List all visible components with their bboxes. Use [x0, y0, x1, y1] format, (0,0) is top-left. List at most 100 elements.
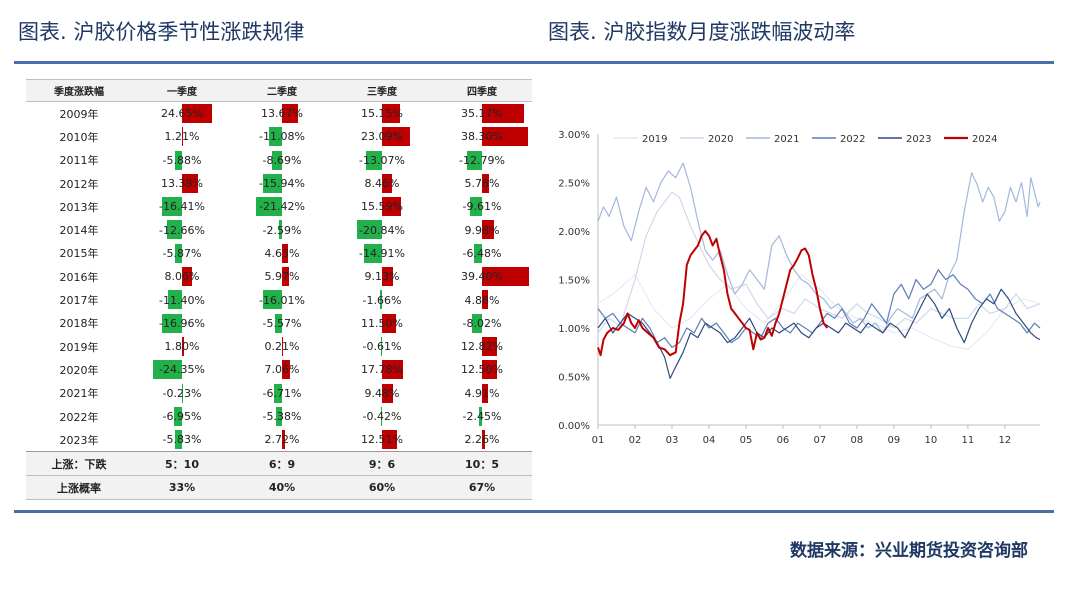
positive-bar: [482, 104, 525, 123]
quarter-cell: 12.51%: [332, 428, 432, 452]
positive-bar: [482, 383, 488, 403]
x-tick-label: 05: [740, 435, 753, 446]
table-row: 2011年 -5.88% -8.69% -13.07% -12.79%: [26, 149, 532, 172]
series-line-2020: [597, 191, 1041, 334]
quarter-value: -11.40%: [159, 293, 205, 307]
legend-label: 2021: [774, 134, 799, 145]
seasonal-table: 季度涨跌幅 一季度 二季度 三季度 四季度 2009年 24.65% 13.67% 1…: [26, 79, 532, 501]
summary-label: 上涨：下跌: [26, 451, 132, 476]
y-tick-label: 0.00%: [558, 421, 590, 432]
quarter-value: -2.59%: [262, 223, 302, 237]
negative-bar: [479, 406, 482, 426]
negative-bar: [356, 220, 382, 240]
quarter-cell: -12.66%: [132, 218, 232, 241]
year-label: 2017年: [59, 294, 99, 308]
y-tick-label: 3.00%: [558, 130, 590, 141]
quarter-cell: 7.06%: [232, 358, 332, 381]
positive-bar: [182, 104, 212, 123]
x-tick-label: 04: [703, 435, 716, 446]
summary-cell: 9：6: [332, 451, 432, 476]
x-tick-label: 03: [666, 435, 679, 446]
positive-bar: [382, 383, 394, 403]
quarter-cell: 4.88%: [432, 288, 532, 311]
quarter-cell: -16.96%: [132, 312, 232, 335]
quarter-value: -6.95%: [162, 410, 202, 423]
quarter-value: 15.59%: [361, 200, 403, 214]
quarter-cell: -2.59%: [232, 218, 332, 241]
table-row: 2020年 -24.35% 7.06% 17.78% 12.50%: [26, 358, 532, 381]
table-row: 2021年 -0.23% -6.71% 9.48% 4.91%: [26, 382, 532, 405]
quarter-value: -15.94%: [259, 177, 305, 191]
quarter-cell: -21.42%: [232, 195, 332, 218]
x-tick-label: 07: [814, 435, 827, 446]
quarter-value: 4.88%: [464, 293, 500, 307]
table-row: 2022年 -6.95% -5.38% -0.42% -2.45%: [26, 405, 532, 428]
positive-bar: [382, 430, 397, 450]
quarter-cell: 8.46%: [332, 172, 432, 195]
quarter-cell: 12.82%: [432, 335, 532, 358]
negative-bar: [275, 313, 282, 333]
quarter-value: 39.40%: [461, 270, 503, 284]
negative-bar: [474, 243, 482, 263]
x-tick-label: 11: [962, 435, 975, 446]
quarter-cell: 35.17%: [432, 102, 532, 126]
quarter-cell: 4.63%: [232, 242, 332, 265]
quarter-cell: 1.80%: [132, 335, 232, 358]
y-tick-label: 2.50%: [558, 179, 590, 190]
quarter-value: 38.30%: [461, 130, 503, 144]
quarter-cell: -8.69%: [232, 149, 332, 172]
volatility-line-chart: 0.00% 0.50% 1.00% 1.50% 2.00% 2.50% 3.00% 01 02 0…: [558, 130, 1041, 446]
quarter-cell: -20.84%: [332, 218, 432, 241]
table-body: 2009年 24.65% 13.67% 15.15% 35.17% 2010年 1.21% -…: [26, 102, 532, 452]
table-row: 2018年 -16.96% -5.57% 11.50% -8.02%: [26, 312, 532, 335]
positive-bar: [382, 360, 404, 380]
quarter-value: -5.38%: [262, 410, 302, 423]
year-label: 2014年: [59, 224, 99, 238]
positive-bar: [182, 173, 199, 193]
negative-bar: [152, 360, 182, 380]
summary-cell: 33%: [132, 475, 232, 501]
positive-bar: [282, 430, 286, 450]
legend-label: 2020: [708, 134, 733, 145]
quarter-value: 9.48%: [364, 386, 400, 400]
year-label: 2020年: [59, 363, 99, 377]
quarter-cell: 23.09%: [332, 125, 432, 148]
positive-bar: [382, 104, 401, 123]
year-label: 2018年: [59, 317, 99, 331]
table-row: 2023年 -5.83% 2.72% 12.51% 2.26%: [26, 428, 532, 452]
legend-label: 2024: [972, 134, 997, 145]
negative-bar: [168, 290, 182, 310]
quarter-value: -0.61%: [362, 340, 402, 354]
quarter-cell: -13.07%: [332, 149, 432, 172]
quarter-cell: -6.71%: [232, 382, 332, 405]
negative-bar: [175, 430, 182, 450]
positive-bar: [182, 127, 184, 147]
year-label: 2009年: [59, 107, 99, 121]
header-q4: 四季度: [432, 79, 532, 102]
positive-bar: [382, 197, 401, 217]
quarter-value: 23.09%: [361, 130, 403, 144]
y-tick-label: 0.50%: [558, 373, 590, 384]
y-tick-label: 1.50%: [558, 276, 590, 287]
negative-bar: [364, 243, 382, 263]
negative-bar: [166, 220, 182, 240]
x-tick-label: 08: [851, 435, 864, 446]
quarter-value: 11.50%: [361, 316, 403, 330]
y-tick-label: 2.00%: [558, 227, 590, 238]
quarter-cell: -6.48%: [432, 242, 532, 265]
x-tick-label: 06: [777, 435, 790, 446]
positive-bar: [282, 104, 299, 123]
quarter-cell: 9.98%: [432, 218, 532, 241]
table-row: 2009年 24.65% 13.67% 15.15% 35.17%: [26, 102, 532, 126]
table-row: 2017年 -11.40% -16.01% -1.66% 4.88%: [26, 288, 532, 311]
quarter-value: -8.69%: [262, 153, 302, 167]
quarter-cell: 11.50%: [332, 312, 432, 335]
series-line-2021: [597, 162, 1041, 334]
quarter-value: 5.97%: [264, 270, 300, 284]
quarter-cell: -0.61%: [332, 335, 432, 358]
positive-bar: [282, 243, 288, 263]
x-tick-label: 02: [629, 435, 642, 446]
quarter-cell: 13.38%: [132, 172, 232, 195]
positive-bar: [282, 360, 291, 380]
negative-bar: [466, 150, 482, 170]
